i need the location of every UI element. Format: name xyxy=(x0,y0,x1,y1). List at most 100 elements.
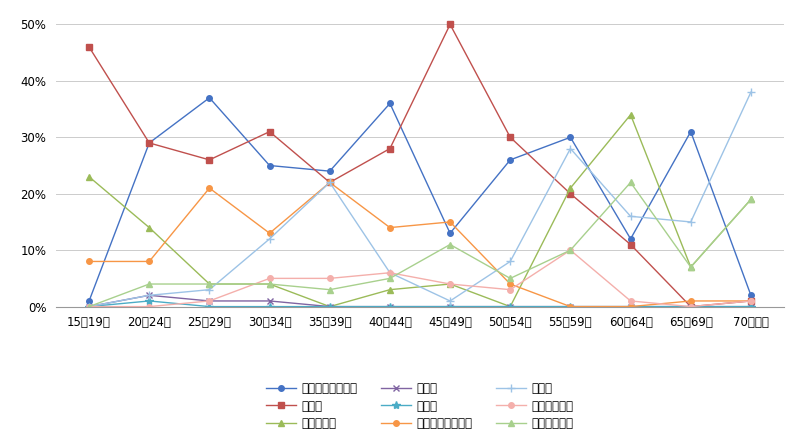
就職・転職・転業 xyxy=(325,169,334,174)
結婚・離婚・縁組 xyxy=(746,298,756,304)
住　宅 xyxy=(446,298,455,304)
転　動 xyxy=(145,140,154,145)
交通の利便性 xyxy=(746,298,756,304)
就　学 xyxy=(84,304,94,309)
生活の利便性 xyxy=(506,276,515,281)
就職・転職・転業 xyxy=(205,95,214,100)
結婚・離婚・縁組 xyxy=(385,225,394,230)
就　学 xyxy=(385,304,394,309)
退職・廣業 xyxy=(325,304,334,309)
Line: 生活の利便性: 生活の利便性 xyxy=(86,179,754,310)
就　学 xyxy=(265,298,274,304)
就職・転職・転業 xyxy=(145,140,154,145)
転　動 xyxy=(686,304,695,309)
卒　業 xyxy=(566,304,575,309)
住　宅 xyxy=(626,214,635,219)
交通の利便性 xyxy=(686,304,695,309)
結婚・離婚・縁組 xyxy=(686,298,695,304)
就職・転職・転業 xyxy=(686,129,695,134)
退職・廣業 xyxy=(746,197,756,202)
住　宅 xyxy=(265,236,274,241)
Legend: 就職・転職・転業, 転　動, 退職・廣業, 就　学, 卒　業, 結婚・離婚・縁組, 住　宅, 交通の利便性, 生活の利便性: 就職・転職・転業, 転 動, 退職・廣業, 就 学, 卒 業, 結婚・離婚・縁組… xyxy=(262,377,578,435)
転　動 xyxy=(265,129,274,134)
住　宅 xyxy=(686,219,695,225)
就　学 xyxy=(325,304,334,309)
Line: 交通の利便性: 交通の利便性 xyxy=(86,247,754,309)
結婚・離婚・縁組 xyxy=(506,281,515,286)
生活の利便性 xyxy=(325,287,334,292)
退職・廣業 xyxy=(385,287,394,292)
卒　業 xyxy=(325,304,334,309)
交通の利便性 xyxy=(506,287,515,292)
就職・転職・転業 xyxy=(506,157,515,162)
退職・廣業 xyxy=(84,174,94,180)
退職・廣業 xyxy=(145,225,154,230)
Line: 就職・転職・転業: 就職・転職・転業 xyxy=(86,95,754,304)
卒　業 xyxy=(446,304,455,309)
Line: 結婚・離婚・縁組: 結婚・離婚・縁組 xyxy=(86,180,754,309)
交通の利便性 xyxy=(325,276,334,281)
交通の利便性 xyxy=(205,298,214,304)
住　宅 xyxy=(566,146,575,151)
交通の利便性 xyxy=(84,304,94,309)
転　動 xyxy=(626,242,635,247)
Line: 転　動: 転 動 xyxy=(86,21,754,309)
Line: 就　学: 就 学 xyxy=(86,292,754,310)
住　宅 xyxy=(84,304,94,309)
交通の利便性 xyxy=(385,270,394,276)
生活の利便性 xyxy=(145,281,154,286)
住　宅 xyxy=(205,287,214,292)
結婚・離婚・縁組 xyxy=(325,180,334,185)
交通の利便性 xyxy=(446,281,455,286)
生活の利便性 xyxy=(566,247,575,253)
結婚・離婚・縁組 xyxy=(446,219,455,225)
退職・廣業 xyxy=(686,265,695,270)
就　学 xyxy=(506,304,515,309)
卒　業 xyxy=(84,304,94,309)
結婚・離婚・縁組 xyxy=(265,231,274,236)
転　動 xyxy=(566,191,575,196)
生活の利便性 xyxy=(385,276,394,281)
住　宅 xyxy=(325,180,334,185)
就　学 xyxy=(145,293,154,298)
卒　業 xyxy=(626,304,635,309)
就職・転職・転業 xyxy=(626,236,635,241)
交通の利便性 xyxy=(566,247,575,253)
転　動 xyxy=(385,146,394,151)
就　学 xyxy=(686,304,695,309)
卒　業 xyxy=(385,304,394,309)
就　学 xyxy=(746,304,756,309)
生活の利便性 xyxy=(446,242,455,247)
退職・廣業 xyxy=(265,281,274,286)
転　動 xyxy=(84,44,94,49)
結婚・離婚・縁組 xyxy=(566,304,575,309)
就職・転職・転業 xyxy=(566,134,575,140)
住　宅 xyxy=(746,89,756,95)
卒　業 xyxy=(205,304,214,309)
卒　業 xyxy=(686,304,695,309)
転　動 xyxy=(506,134,515,140)
結婚・離婚・縁組 xyxy=(626,304,635,309)
交通の利便性 xyxy=(145,304,154,309)
生活の利便性 xyxy=(686,265,695,270)
就　学 xyxy=(626,304,635,309)
就職・転職・転業 xyxy=(385,101,394,106)
卒　業 xyxy=(145,298,154,304)
退職・廣業 xyxy=(566,185,575,191)
就職・転職・転業 xyxy=(265,163,274,168)
就職・転職・転業 xyxy=(746,293,756,298)
生活の利便性 xyxy=(265,281,274,286)
退職・廣業 xyxy=(205,281,214,286)
転　動 xyxy=(325,180,334,185)
住　宅 xyxy=(385,270,394,276)
交通の利便性 xyxy=(626,298,635,304)
転　動 xyxy=(205,157,214,162)
就　学 xyxy=(446,304,455,309)
住　宅 xyxy=(145,293,154,298)
就　学 xyxy=(205,298,214,304)
Line: 住　宅: 住 宅 xyxy=(85,88,755,311)
生活の利便性 xyxy=(84,304,94,309)
生活の利便性 xyxy=(626,180,635,185)
卒　業 xyxy=(265,304,274,309)
Line: 退職・廣業: 退職・廣業 xyxy=(86,111,754,310)
